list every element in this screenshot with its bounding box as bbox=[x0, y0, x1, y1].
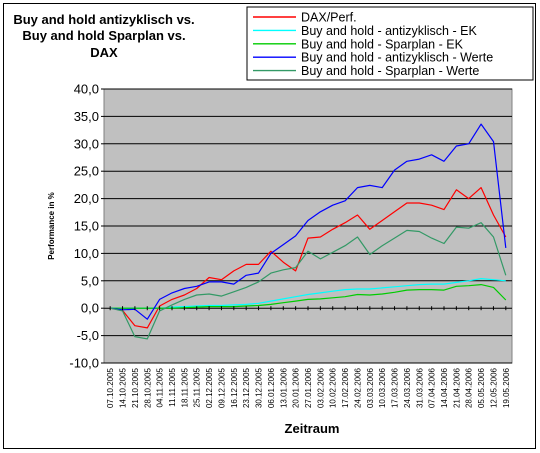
x-tick-label: 25.11.2005 bbox=[193, 367, 202, 407]
x-tick-label: 17.03.2006 bbox=[391, 367, 400, 408]
x-tick-label: 24.03.2006 bbox=[403, 367, 412, 408]
series-lines bbox=[110, 123, 507, 340]
x-tick-label: 13.01.2006 bbox=[279, 367, 288, 408]
y-axis-label: Performance in % bbox=[47, 192, 56, 260]
legend: DAX/Perf.Buy and hold - antizyklisch - E… bbox=[246, 6, 534, 81]
legend-label: Buy and hold - Sparplan - Werte bbox=[301, 64, 479, 78]
y-tick-label: -10,0 bbox=[69, 356, 99, 371]
title-line-3: DAX bbox=[90, 45, 118, 60]
chart-title: Buy and hold antizyklisch vs. Buy and ho… bbox=[13, 12, 194, 60]
title-line-1: Buy and hold antizyklisch vs. bbox=[13, 12, 194, 27]
series-line-1 bbox=[110, 187, 507, 329]
y-tick-label: 10,0 bbox=[74, 246, 99, 261]
legend-label: Buy and hold - Sparplan - EK bbox=[301, 37, 464, 51]
legend-label: DAX/Perf. bbox=[301, 11, 357, 25]
x-tick-label: 07.04.2006 bbox=[428, 367, 437, 408]
y-tick-label: 0,0 bbox=[81, 301, 99, 316]
x-tick-label: 18.11.2005 bbox=[180, 367, 189, 407]
x-tick-label: 24.02.2006 bbox=[353, 367, 362, 408]
x-tick-label: 14.10.2005 bbox=[119, 367, 128, 408]
y-tick-label: 40,0 bbox=[74, 82, 99, 97]
y-tick-label: 25,0 bbox=[74, 164, 99, 179]
x-axis-label: Zeitraum bbox=[285, 421, 340, 436]
x-axis-ticks: 07.10.2005 14.10.2005 21.10.2005 28.10.2005… bbox=[106, 306, 511, 408]
title-line-2: Buy and hold Sparplan vs. bbox=[22, 28, 185, 43]
x-tick-label: 11.11.2005 bbox=[168, 367, 177, 406]
legend-label: Buy and hold - antizyklisch - EK bbox=[301, 24, 477, 38]
x-tick-label: 16.12.2005 bbox=[230, 367, 239, 408]
x-tick-label: 07.10.2005 bbox=[106, 367, 115, 408]
x-tick-label: 12.05.2006 bbox=[489, 367, 498, 408]
y-tick-label: 20,0 bbox=[74, 191, 99, 206]
series-line-5 bbox=[110, 222, 507, 340]
x-tick-label: 28.10.2005 bbox=[143, 367, 152, 408]
legend-label: Buy and hold - antizyklisch - Werte bbox=[301, 51, 493, 65]
x-tick-label: 17.02.2006 bbox=[341, 367, 350, 408]
y-tick-label: 30,0 bbox=[74, 136, 99, 151]
x-tick-label: 05.05.2006 bbox=[477, 367, 486, 408]
series-line-4 bbox=[110, 123, 507, 320]
x-tick-label: 02.12.2005 bbox=[205, 367, 214, 408]
series-line-3 bbox=[110, 284, 507, 309]
y-tick-label: 35,0 bbox=[74, 109, 99, 124]
y-tick-label: -5,0 bbox=[77, 328, 99, 343]
x-tick-label: 19.05.2006 bbox=[502, 367, 511, 408]
y-axis-ticks: -10,0 -5,0 0,0 5,0 10,0 15,0 20,0 25,0 30,0 35,0 4… bbox=[69, 82, 104, 371]
y-tick-label: 5,0 bbox=[81, 273, 99, 288]
x-tick-label: 30.12.2005 bbox=[255, 367, 264, 408]
x-tick-label: 21.04.2006 bbox=[452, 367, 461, 408]
x-tick-label: 09.12.2005 bbox=[217, 367, 226, 408]
y-tick-label: 15,0 bbox=[74, 219, 99, 234]
x-tick-label: 10.02.2006 bbox=[329, 367, 338, 408]
x-tick-label: 28.04.2006 bbox=[465, 367, 474, 408]
x-tick-label: 21.10.2005 bbox=[131, 367, 140, 408]
x-tick-label: 23.12.2005 bbox=[242, 367, 251, 408]
x-tick-label: 14.04.2006 bbox=[440, 367, 449, 408]
x-tick-label: 03.02.2006 bbox=[316, 367, 325, 408]
series-line-2 bbox=[110, 278, 506, 309]
x-tick-label: 27.01.2006 bbox=[304, 367, 313, 408]
x-tick-label: 31.03.2006 bbox=[415, 367, 424, 408]
x-tick-label: 20.01.2006 bbox=[292, 367, 301, 408]
x-tick-label: 06.01.2006 bbox=[267, 367, 276, 408]
legend-box bbox=[246, 6, 534, 81]
x-tick-label: 03.03.2006 bbox=[366, 367, 375, 408]
x-tick-label: 10.03.2006 bbox=[378, 367, 387, 408]
x-tick-label: 04.11.2005 bbox=[156, 367, 165, 407]
